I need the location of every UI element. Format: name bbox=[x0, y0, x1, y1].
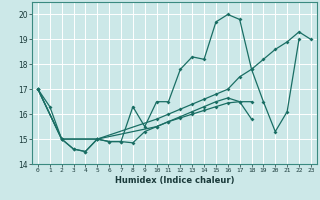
X-axis label: Humidex (Indice chaleur): Humidex (Indice chaleur) bbox=[115, 176, 234, 185]
